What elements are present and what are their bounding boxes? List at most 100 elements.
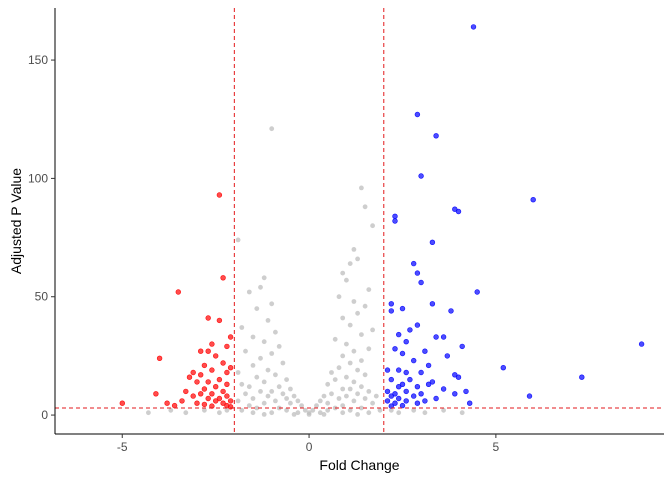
point-up-44 — [399, 381, 406, 387]
point-down-24 — [213, 384, 219, 390]
point-up-43 — [429, 379, 436, 385]
point-up-32 — [425, 362, 432, 369]
point-up-56 — [411, 393, 417, 399]
point-up-65 — [467, 400, 473, 406]
y-tick-label-50: 50 — [35, 290, 49, 304]
point-not-significant-35 — [269, 351, 275, 356]
point-not-significant-126 — [388, 407, 394, 413]
point-not-significant-88 — [314, 403, 319, 408]
point-down-45 — [209, 403, 215, 409]
point-not-significant-108 — [366, 410, 372, 416]
point-not-significant-41 — [250, 363, 256, 368]
point-not-significant-34 — [351, 348, 357, 354]
point-down-20 — [216, 376, 223, 383]
x-tick-label--5: -5 — [117, 440, 128, 454]
point-not-significant-48 — [362, 372, 368, 378]
point-not-significant-84 — [325, 400, 331, 406]
point-not-significant-99 — [284, 407, 289, 413]
point-not-significant-118 — [441, 407, 446, 413]
point-up-12 — [418, 279, 424, 286]
point-up-50 — [403, 388, 409, 395]
point-up-64 — [414, 400, 421, 406]
point-not-significant-56 — [325, 381, 331, 387]
point-not-significant-11 — [258, 284, 263, 290]
point-up-20 — [407, 327, 413, 333]
point-up-47 — [414, 384, 421, 390]
point-down-4 — [216, 317, 223, 324]
point-down-41 — [220, 400, 226, 406]
point-not-significant-3 — [370, 223, 375, 229]
point-not-significant-33 — [243, 348, 248, 354]
point-not-significant-104 — [295, 410, 301, 416]
point-down-28 — [153, 391, 159, 397]
point-up-41 — [388, 376, 394, 383]
y-axis-title: Adjusted P Value — [8, 168, 24, 274]
point-up-40 — [579, 374, 585, 380]
threshold-lines — [55, 8, 664, 434]
point-not-significant-6 — [355, 256, 360, 262]
point-down-27 — [220, 388, 226, 395]
point-up-49 — [384, 388, 391, 395]
point-not-significant-106 — [269, 410, 275, 416]
point-not-significant-60 — [340, 386, 346, 392]
point-not-significant-94 — [359, 405, 364, 411]
point-up-18 — [448, 308, 454, 314]
point-up-13 — [474, 289, 480, 295]
point-not-significant-32 — [366, 346, 372, 352]
point-not-significant-28 — [332, 336, 338, 342]
point-not-significant-63 — [269, 389, 275, 394]
point-not-significant-13 — [246, 289, 252, 295]
point-down-8 — [198, 348, 204, 354]
point-up-17 — [388, 308, 394, 314]
point-up-3 — [418, 173, 424, 179]
point-not-significant-59 — [246, 384, 252, 390]
point-down-5 — [227, 334, 234, 340]
point-not-significant-76 — [336, 396, 342, 401]
point-not-significant-0 — [269, 126, 275, 132]
point-down-39 — [119, 400, 126, 406]
point-up-10 — [411, 260, 417, 267]
point-not-significant-49 — [254, 374, 260, 380]
point-up-33 — [500, 365, 506, 371]
point-up-67 — [388, 403, 394, 409]
point-not-significant-64 — [366, 389, 372, 394]
point-not-significant-82 — [351, 398, 357, 404]
point-not-significant-116 — [411, 407, 417, 413]
x-axis-title: Fold Change — [319, 457, 399, 473]
point-up-48 — [440, 386, 447, 392]
point-not-significant-39 — [280, 360, 286, 366]
point-not-significant-95 — [254, 405, 260, 411]
point-down-23 — [224, 381, 230, 387]
point-down-40 — [164, 400, 170, 406]
x-tick-label-0: 0 — [306, 440, 313, 454]
point-up-4 — [530, 197, 536, 203]
point-up-14 — [388, 301, 394, 307]
point-up-55 — [388, 393, 394, 399]
point-not-significant-38 — [359, 358, 364, 363]
point-not-significant-18 — [254, 306, 260, 311]
point-up-59 — [433, 395, 439, 402]
point-not-significant-15 — [351, 299, 357, 304]
point-not-significant-23 — [239, 325, 245, 330]
point-not-significant-105 — [317, 410, 323, 416]
point-not-significant-107 — [340, 410, 346, 416]
point-up-58 — [396, 395, 402, 402]
point-up-8 — [392, 218, 398, 224]
point-not-significant-87 — [261, 400, 267, 406]
point-not-significant-85 — [288, 400, 293, 406]
point-up-6 — [455, 208, 462, 215]
point-not-significant-91 — [246, 403, 252, 408]
point-not-significant-26 — [359, 332, 364, 337]
point-not-significant-36 — [340, 353, 346, 359]
point-not-significant-109 — [250, 410, 256, 416]
point-not-significant-24 — [370, 327, 375, 333]
point-up-25 — [638, 341, 645, 347]
point-down-3 — [205, 315, 211, 321]
point-not-significant-73 — [265, 393, 271, 399]
point-not-significant-98 — [325, 407, 331, 413]
axes — [54, 8, 664, 435]
point-not-significant-65 — [258, 389, 263, 394]
point-up-23 — [440, 334, 447, 340]
point-not-significant-96 — [310, 407, 316, 413]
point-up-57 — [526, 393, 533, 399]
